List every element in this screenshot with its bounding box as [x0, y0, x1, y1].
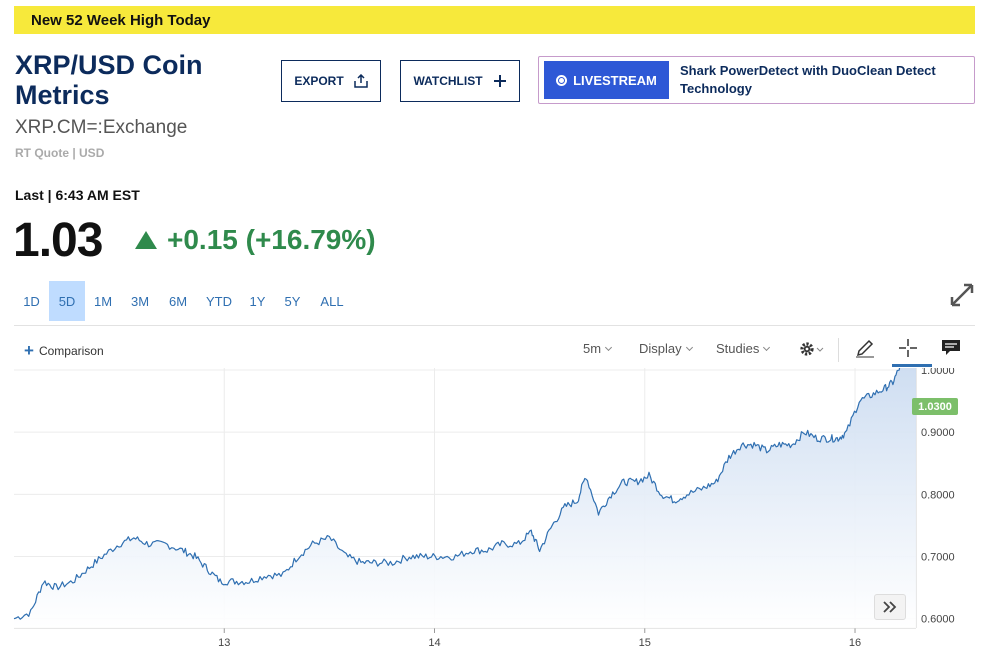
studies-label: Studies [716, 341, 760, 356]
range-5d[interactable]: 5D [49, 281, 85, 321]
y-tick-label: 1.0000 [921, 368, 955, 377]
comment-icon[interactable] [941, 339, 961, 357]
gear-icon[interactable] [798, 339, 826, 359]
export-button[interactable]: EXPORT [281, 60, 381, 102]
range-ytd[interactable]: YTD [206, 293, 232, 309]
last-trade-time: Last | 6:43 AM EST [15, 187, 140, 203]
series-line [13, 368, 901, 620]
livestream-button[interactable]: LIVESTREAM [544, 61, 669, 99]
range-all[interactable]: ALL [320, 293, 344, 309]
up-arrow-icon [135, 231, 157, 249]
range-3m[interactable]: 3M [130, 293, 150, 309]
x-tick-label: 15 [639, 637, 651, 649]
range-1y[interactable]: 1Y [249, 293, 266, 309]
toolbar-divider [14, 325, 975, 326]
x-tick-label: 16 [849, 637, 861, 649]
add-icon: + [24, 341, 34, 360]
studies-dropdown[interactable]: Studies [716, 341, 771, 356]
chevron-down-icon [763, 343, 771, 351]
banner-text: New 52 Week High Today [31, 11, 211, 29]
last-price: 1.03 [13, 214, 103, 267]
live-dot-icon [556, 74, 568, 86]
plus-icon [493, 75, 506, 87]
export-label: EXPORT [294, 74, 344, 88]
interval-dropdown[interactable]: 5m [583, 341, 613, 356]
y-tick-label: 0.6000 [921, 614, 955, 626]
interval-value: 5m [583, 341, 602, 356]
chevron-down-icon [605, 343, 613, 351]
symbol-label: XRP.CM=:Exchange [15, 117, 188, 138]
scroll-latest-button[interactable] [874, 594, 906, 620]
pencil-icon[interactable] [855, 338, 875, 358]
livestream-promo[interactable]: LIVESTREAM Shark PowerDetect with DuoCle… [538, 56, 975, 104]
x-tick-label: 13 [218, 637, 230, 649]
range-1d[interactable]: 1D [23, 293, 40, 309]
new-high-banner: New 52 Week High Today [14, 6, 975, 34]
y-tick-label: 0.8000 [921, 489, 955, 501]
page-title: XRP/USD Coin Metrics [15, 50, 203, 110]
x-tick-label: 14 [428, 637, 440, 649]
range-selector: 1D 5D 1M 3M 6M YTD 1Y 5Y ALL [14, 281, 353, 321]
chevron-down-icon [685, 343, 693, 351]
series-area [14, 368, 916, 628]
expand-icon[interactable] [949, 282, 975, 308]
livestream-label: LIVESTREAM [573, 72, 657, 88]
range-5y[interactable]: 5Y [284, 293, 301, 309]
toolbar-separator [838, 338, 839, 362]
range-1m[interactable]: 1M [93, 293, 113, 309]
y-tick-label: 0.7000 [921, 552, 955, 564]
comparison-label: Comparison [38, 344, 104, 358]
display-dropdown[interactable]: Display [639, 341, 693, 356]
livestream-title[interactable]: Shark PowerDetect with DuoClean Detect T… [680, 63, 936, 96]
y-tick-label: 0.9000 [921, 427, 955, 439]
quote-type-label: RT Quote | USD [15, 146, 105, 160]
comparison-button[interactable]: + Comparison [24, 341, 104, 360]
last-price-tag: 1.0300 [912, 398, 958, 415]
price-change-value: +0.15 (+16.79%) [167, 224, 376, 255]
range-6m[interactable]: 6M [168, 293, 188, 309]
display-label: Display [639, 341, 682, 356]
crosshair-active-indicator [892, 364, 932, 367]
crosshair-icon[interactable] [898, 338, 918, 358]
watchlist-button[interactable]: WATCHLIST [400, 60, 520, 102]
price-change: +0.15 (+16.79%) [135, 224, 376, 256]
price-chart[interactable]: 0.6000 0.7000 0.8000 0.9000 1.0000 13 14 15 16 [0, 368, 990, 659]
watchlist-label: WATCHLIST [413, 74, 483, 88]
double-chevron-right-icon [883, 601, 897, 613]
share-icon [353, 74, 368, 88]
